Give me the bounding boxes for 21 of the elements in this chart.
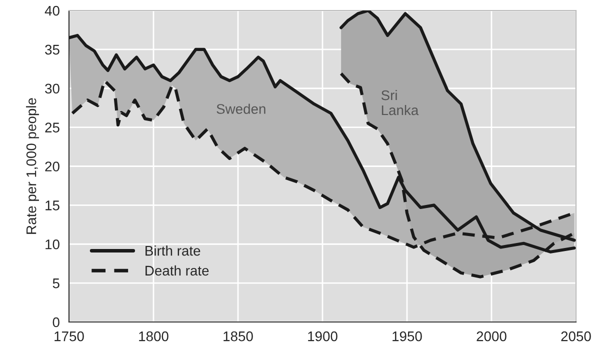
annotation: Sweden: [216, 104, 266, 114]
y-tick-label: 35: [45, 44, 60, 55]
annotation: Sri Lanka: [381, 90, 419, 116]
legend-label: Death rate: [146, 265, 209, 276]
x-tick-label: 1750: [54, 331, 84, 342]
y-tick-label: 15: [46, 200, 60, 210]
x-tick-label: 1850: [224, 331, 253, 342]
y-tick-label: 10: [46, 239, 60, 250]
y-tick-label: 5: [52, 278, 60, 288]
x-tick-label: 1900: [308, 331, 338, 342]
x-tick-label: 2000: [476, 331, 506, 342]
y-tick-label: 20: [45, 162, 60, 172]
x-tick-label: 1800: [139, 331, 168, 342]
x-tick-label: 1950: [392, 331, 422, 342]
x-tick-label: 2050: [561, 331, 591, 342]
y-tick-label: 40: [44, 6, 60, 16]
y-tick-label: 25: [45, 122, 60, 132]
legend-label: Birth rate: [146, 246, 200, 256]
y-axis-title: Rate per 1,000 people: [26, 98, 39, 234]
y-tick-label: 0: [52, 317, 60, 328]
y-tick-label: 30: [45, 84, 60, 94]
